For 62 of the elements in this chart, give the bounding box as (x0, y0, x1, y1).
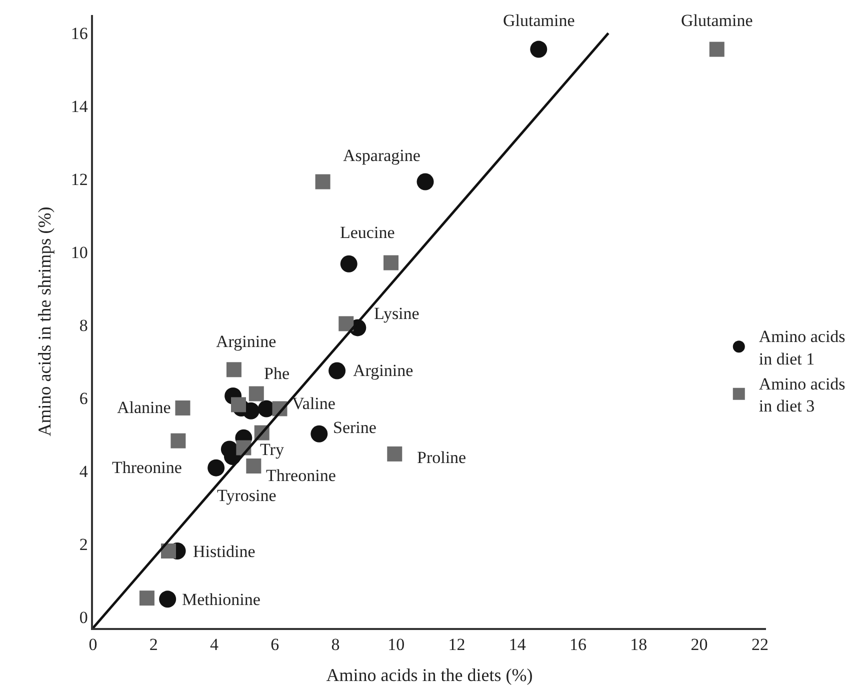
annotation: Leucine (340, 223, 395, 242)
x-tick-label: 20 (690, 635, 708, 654)
annotation: Serine (333, 418, 376, 437)
point (310, 425, 328, 442)
x-tick-label: 2 (149, 635, 158, 654)
x-tick-label: 8 (331, 635, 340, 654)
annotation: Threonine (266, 466, 336, 485)
point (231, 397, 246, 412)
legend-label: Amino acids in diet 1 (758, 327, 846, 368)
x-tick-label: 14 (508, 635, 526, 654)
point (248, 386, 264, 402)
point (384, 255, 398, 270)
point (246, 458, 262, 474)
x-tick-label: 16 (570, 635, 587, 654)
point (709, 42, 724, 57)
point (315, 174, 330, 190)
point (328, 362, 346, 380)
point (226, 362, 242, 378)
point (208, 459, 225, 476)
annotation: Threonine (112, 458, 182, 477)
point (530, 40, 548, 58)
annotation: Arginine (216, 332, 276, 351)
point (340, 255, 358, 272)
annotation: Asparagine (343, 146, 420, 165)
y-tick-label: 10 (70, 243, 88, 262)
x-tick-label: 12 (448, 635, 466, 654)
annotation: Glutamine (681, 11, 753, 30)
point (170, 433, 186, 448)
annotation: Lysine (374, 304, 420, 323)
x-tick-label: 4 (210, 635, 220, 654)
annotation: Proline (417, 448, 466, 467)
annotation: Valine (292, 394, 336, 413)
point (139, 590, 154, 606)
x-axis-title: Amino acids in the diets (%) (326, 664, 533, 685)
y-tick-label: 2 (79, 535, 88, 554)
y-tick-label: 0 (79, 608, 88, 627)
y-axis-title: Amino acids in the shrimps (%) (34, 206, 55, 436)
y-tick-label: 8 (79, 316, 88, 336)
annotation: Phe (264, 364, 290, 383)
point (160, 544, 176, 559)
x-tick-label: 18 (630, 635, 648, 654)
point (159, 590, 176, 608)
y-tick-label: 14 (70, 97, 88, 116)
point (175, 400, 190, 416)
point (387, 446, 402, 462)
x-tick-label: 6 (270, 635, 280, 654)
x-tick-label: 22 (751, 635, 768, 654)
y-tick-label: 4 (79, 462, 88, 482)
x-tick-label: 10 (388, 635, 405, 654)
annotation: Glutamine (503, 11, 575, 30)
annotation: Methionine (182, 590, 260, 609)
annotation: Histidine (193, 542, 256, 561)
y-tick-label: 12 (70, 170, 88, 190)
annotation: Try (260, 440, 284, 459)
annotation: Tyrosine (217, 486, 276, 505)
point (338, 316, 354, 332)
legend-label: Amino acids in diet 3 (758, 374, 846, 416)
point (416, 173, 434, 190)
y-tick-label: 16 (70, 24, 88, 44)
annotation: Arginine (353, 361, 414, 380)
y-tick-label: 6 (79, 389, 88, 408)
annotation: Alanine (117, 398, 171, 417)
